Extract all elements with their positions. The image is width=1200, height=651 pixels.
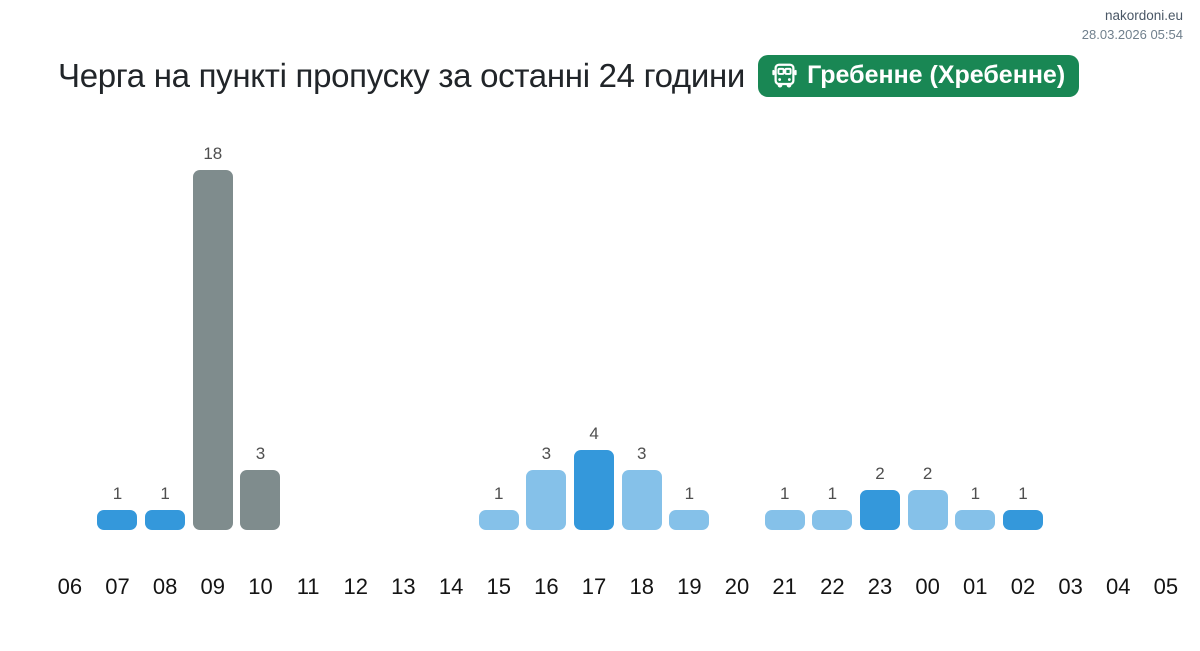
chart-column: 05 bbox=[1142, 135, 1190, 600]
bar-value-label: 1 bbox=[112, 484, 123, 504]
chart-column: 1 15 bbox=[475, 135, 523, 600]
bar-value-label: 2 bbox=[922, 464, 933, 484]
title-row: Черга на пункті пропуску за останні 24 г… bbox=[58, 55, 1080, 97]
x-axis-label: 01 bbox=[963, 574, 988, 599]
x-axis-label: 17 bbox=[581, 574, 607, 599]
bar-02[interactable] bbox=[1002, 510, 1043, 530]
bar-09[interactable] bbox=[192, 170, 233, 530]
chart-column: 3 16 bbox=[523, 135, 571, 600]
x-axis-label: 19 bbox=[677, 574, 702, 599]
chart-column: 1 07 bbox=[94, 135, 142, 600]
bar-23[interactable] bbox=[859, 490, 900, 530]
x-axis-label: 20 bbox=[724, 574, 750, 599]
chart-column: 18 09 bbox=[189, 135, 237, 600]
x-axis-label: 11 bbox=[296, 574, 320, 599]
x-axis-label: 16 bbox=[534, 574, 559, 599]
x-axis-label: 05 bbox=[1153, 574, 1179, 599]
chart-column: 14 bbox=[427, 135, 475, 600]
x-axis-label: 23 bbox=[867, 574, 893, 599]
x-axis-label: 21 bbox=[772, 574, 797, 599]
x-axis-label: 18 bbox=[629, 574, 654, 599]
x-axis-label: 02 bbox=[1010, 574, 1036, 599]
bar-21[interactable] bbox=[764, 510, 805, 530]
bar-07[interactable] bbox=[97, 510, 138, 530]
bar-16[interactable] bbox=[526, 470, 567, 530]
chart-columns: 06 1 07 1 08 18 09 3 10 11 12 13 14 1 15 3 16 4 17 3 18 1 19 20… bbox=[46, 135, 1190, 600]
chart-column: 12 bbox=[332, 135, 380, 600]
x-axis-label: 00 bbox=[915, 574, 940, 599]
chart-column: 06 bbox=[46, 135, 94, 600]
bar-value-label: 2 bbox=[875, 464, 885, 484]
bus-icon bbox=[771, 62, 798, 89]
chart-column: 4 17 bbox=[570, 135, 618, 600]
bar-value-label: 3 bbox=[541, 444, 552, 464]
bar-value-label: 4 bbox=[589, 424, 599, 444]
x-axis-label: 12 bbox=[343, 574, 368, 599]
bar-value-label: 1 bbox=[1018, 484, 1028, 504]
chart-column: 1 19 bbox=[666, 135, 714, 600]
bar-17[interactable] bbox=[574, 450, 615, 530]
x-axis-label: 14 bbox=[438, 574, 464, 599]
bar-01[interactable] bbox=[955, 510, 996, 530]
bar-value-label: 1 bbox=[779, 484, 790, 504]
x-axis-label: 10 bbox=[248, 574, 273, 599]
bar-value-label: 1 bbox=[684, 484, 695, 504]
bar-value-label: 1 bbox=[970, 484, 981, 504]
bar-15[interactable] bbox=[478, 510, 519, 530]
x-axis-label: 07 bbox=[105, 574, 130, 599]
bar-value-label: 3 bbox=[636, 444, 647, 464]
chart-column: 2 23 bbox=[856, 135, 904, 600]
bar-00[interactable] bbox=[907, 490, 948, 530]
chart-column: 13 bbox=[380, 135, 428, 600]
bar-value-label: 18 bbox=[203, 144, 223, 164]
bar-value-label: 1 bbox=[160, 484, 170, 504]
chart-column: 1 21 bbox=[761, 135, 809, 600]
crossing-badge[interactable]: Гребенне (Хребенне) bbox=[758, 55, 1080, 97]
bar-18[interactable] bbox=[621, 470, 662, 530]
x-axis-label: 04 bbox=[1106, 574, 1131, 599]
chart-column: 3 10 bbox=[237, 135, 285, 600]
x-axis-label: 06 bbox=[57, 574, 83, 599]
chart-column: 20 bbox=[713, 135, 761, 600]
bar-08[interactable] bbox=[145, 510, 186, 530]
x-axis-label: 09 bbox=[200, 574, 226, 599]
bar-value-label: 1 bbox=[494, 484, 504, 504]
chart-column: 3 18 bbox=[618, 135, 666, 600]
chart-column: 03 bbox=[1047, 135, 1095, 600]
bar-value-label: 1 bbox=[827, 484, 838, 504]
bar-22[interactable] bbox=[812, 510, 853, 530]
timestamp: 28.03.2026 05:54 bbox=[1081, 26, 1183, 42]
queue-chart: 06 1 07 1 08 18 09 3 10 11 12 13 14 1 15 3 16 4 17 3 18 1 19 20… bbox=[46, 135, 1190, 600]
x-axis-label: 03 bbox=[1058, 574, 1083, 599]
page-title: Черга на пункті пропуску за останні 24 г… bbox=[58, 57, 746, 94]
site-meta: nakordoni.eu 28.03.2026 05:54 bbox=[1082, 8, 1183, 43]
chart-column: 11 bbox=[284, 135, 332, 600]
chart-column: 1 01 bbox=[951, 135, 999, 600]
chart-column: 04 bbox=[1094, 135, 1142, 600]
crossing-badge-label: Гребенне (Хребенне) bbox=[807, 61, 1066, 89]
x-axis-label: 22 bbox=[820, 574, 845, 599]
bar-value-label: 3 bbox=[255, 444, 266, 464]
chart-column: 1 02 bbox=[999, 135, 1047, 600]
x-axis-label: 15 bbox=[486, 574, 511, 599]
chart-column: 1 08 bbox=[141, 135, 189, 600]
chart-column: 2 00 bbox=[904, 135, 952, 600]
x-axis-label: 13 bbox=[391, 574, 416, 599]
chart-column: 1 22 bbox=[809, 135, 857, 600]
bar-19[interactable] bbox=[669, 510, 710, 530]
x-axis-label: 08 bbox=[152, 574, 178, 599]
site-name: nakordoni.eu bbox=[1104, 8, 1183, 23]
bar-10[interactable] bbox=[240, 470, 281, 530]
